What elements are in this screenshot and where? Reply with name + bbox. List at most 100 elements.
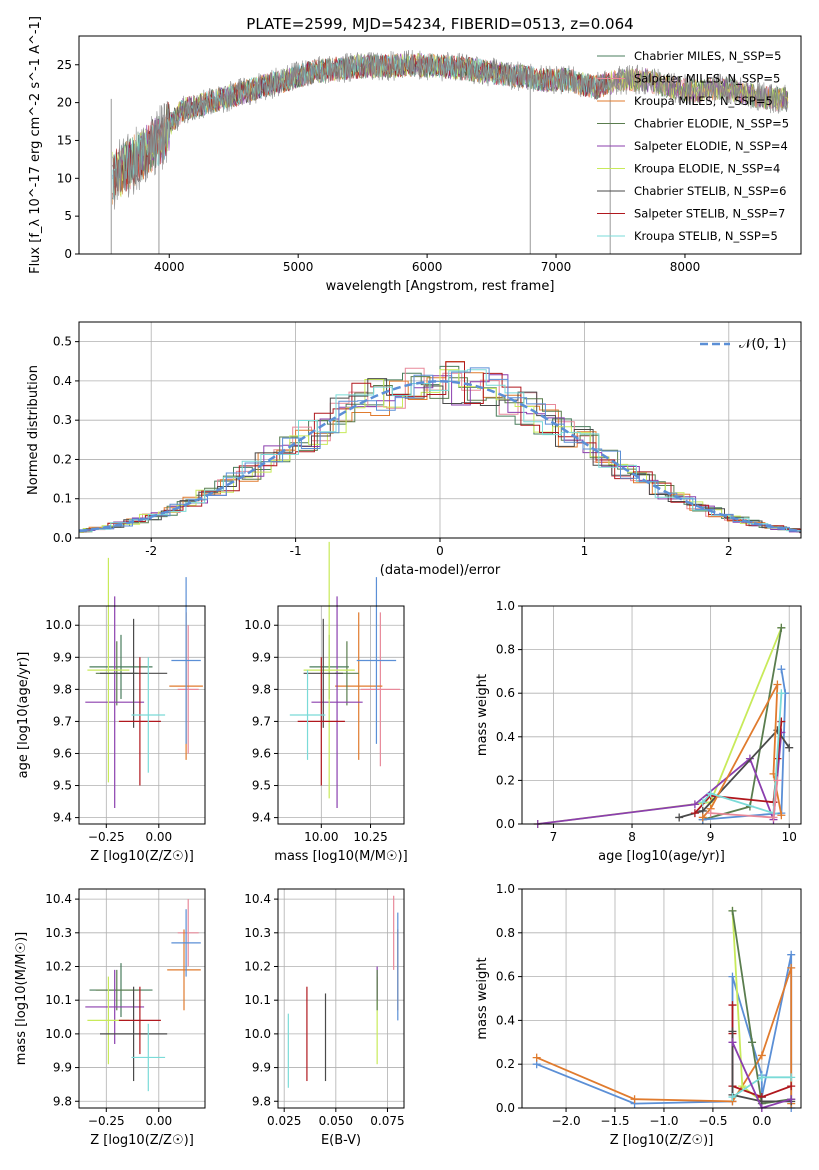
x-axis-label: Z [log10(Z/Z☉)] [90, 1133, 194, 1148]
legend-label: Salpeter STELIB, N_SSP=7 [634, 207, 785, 221]
weight-marker-chabrier_elodie [728, 906, 737, 915]
x-tick-label: 10 [782, 830, 797, 844]
weight-line-blue [702, 669, 787, 821]
y-tick-label: 0.4 [496, 1013, 515, 1027]
y-tick-label: 9.7 [53, 714, 72, 728]
weight-marker-kroupa_stelib [777, 689, 786, 698]
histogram-steps [79, 361, 801, 534]
spectrum-line-kroupa_stelib [112, 53, 611, 200]
chart-residuals: -2 -1 0 1 2 0.0 0.1 0.2 0.3 0.4 0.5 (data-model)/er… [26, 321, 802, 578]
y-tick-label: 0 [64, 247, 72, 261]
weight-marker-kroupa_stelib [787, 1073, 796, 1082]
x-tick-label: −0.5 [698, 1114, 727, 1128]
y-axis-label: Normed distribution [26, 365, 41, 495]
weight-marker-salpeter_elodie [690, 800, 699, 809]
x-tick-label: −0.25 [88, 1114, 125, 1128]
x-axis-label: (data-model)/error [380, 563, 501, 578]
weight-line-kroupa_stelib [702, 693, 783, 815]
y-tick-label: 1.0 [496, 882, 515, 896]
x-tick-label: 0.0 [752, 1114, 771, 1128]
y-tick-label: 9.8 [252, 1094, 271, 1108]
histogram-kroupa_stelib [79, 369, 801, 532]
x-tick-label: 1 [581, 544, 589, 558]
plot-frame [277, 605, 405, 825]
weight-line-chabrier_stelib [731, 1031, 792, 1103]
y-tick-label: 9.8 [252, 682, 271, 696]
y-tick-label: 0.2 [496, 1057, 515, 1071]
y-tick-label: 25 [57, 58, 72, 72]
y-tick-label: 10.1 [45, 993, 72, 1007]
x-tick-label: 8000 [670, 260, 701, 274]
y-tick-label: 10.4 [244, 892, 271, 906]
weight-marker-salpeter_miles [773, 776, 782, 785]
y-tick-label: 9.5 [252, 779, 271, 793]
y-tick-label: 9.6 [53, 746, 72, 760]
x-tick-label: -2 [145, 544, 157, 558]
chart-Z_vs_weight: −2.0 −1.5 −1.0 −0.5 0.0 0.0 0.2 0.4 0.6 0.8 1.0 Z [… [475, 882, 802, 1148]
x-tick-label: −0.25 [88, 830, 125, 844]
y-tick-label: 0.2 [496, 773, 515, 787]
weight-marker-kroupa_elodie [738, 1082, 747, 1091]
plot-frame [521, 888, 802, 1109]
plot-frame [78, 605, 206, 825]
legend-label: Salpeter ELODIE, N_SSP=4 [634, 139, 788, 153]
weight-marker-kroupa_stelib [698, 798, 707, 807]
weight-marker-kroupa_miles [698, 813, 707, 822]
y-tick-label: 9.9 [252, 1061, 271, 1075]
y-tick-label: 0.3 [53, 413, 72, 427]
legend-label: 𝒩(0, 1) [739, 337, 786, 352]
x-axis-label: age [log10(age/yr)] [598, 849, 725, 864]
y-tick-label: 9.9 [53, 650, 72, 664]
x-axis-label: mass [log10(M/M☉)] [274, 849, 407, 864]
y-tick-label: 10.4 [45, 892, 72, 906]
y-tick-label: 20 [57, 96, 72, 110]
weight-marker-chabrier_stelib [728, 1027, 737, 1036]
weight-marker-kroupa_stelib [728, 1093, 737, 1102]
weight-marker-salpeter_stelib [728, 1001, 737, 1010]
x-tick-label: −1.0 [649, 1114, 678, 1128]
y-tick-label: 0.6 [496, 686, 515, 700]
x-tick-label: 10.25 [353, 830, 387, 844]
x-tick-label: 2 [725, 544, 733, 558]
histogram-salpeter_stelib [79, 361, 801, 533]
x-tick-label: 10.00 [304, 830, 338, 844]
chart-mass_vs_age: 10.00 10.25 9.4 9.5 9.6 9.7 9.8 9.9 10.0 mass [lo… [244, 541, 408, 864]
y-tick-label: 9.8 [53, 682, 72, 696]
y-tick-label: 10.0 [45, 1027, 72, 1041]
weight-marker-chabrier_elodie [777, 623, 786, 632]
chart-age_vs_weight: 7 8 9 10 0.0 0.2 0.4 0.6 0.8 1.0 age [log10(age/yr… [475, 599, 802, 864]
legend-label: Kroupa STELIB, N_SSP=5 [634, 229, 778, 243]
weight-line-chabrier_stelib [678, 728, 790, 819]
y-tick-label: 0.5 [53, 335, 72, 349]
y-tick-label: 10.2 [244, 959, 271, 973]
x-tick-label: 9 [707, 830, 715, 844]
weight-marker-kroupa_miles [777, 811, 786, 820]
legend-label: Chabrier ELODIE, N_SSP=5 [634, 117, 789, 131]
plot-frame [277, 888, 405, 1109]
plot-frame [78, 35, 802, 255]
legend-label: Salpeter MILES, N_SSP=5 [634, 72, 780, 86]
x-tick-label: 0 [436, 544, 444, 558]
y-tick-label: 0.0 [496, 1101, 515, 1115]
weight-line-blue [536, 954, 793, 1108]
weight-marker-kroupa_miles [630, 1095, 639, 1104]
x-axis-label: Z [log10(Z/Z☉)] [90, 849, 194, 864]
x-axis-label: E(B-V) [321, 1133, 361, 1148]
y-tick-label: 15 [57, 133, 72, 147]
y-axis-label: age [log10(age/yr)] [16, 652, 31, 779]
x-tick-label: −1.5 [600, 1114, 629, 1128]
weight-line-kroupa_miles [536, 967, 793, 1104]
x-tick-label: 7000 [541, 260, 572, 274]
x-tick-label: 6000 [412, 260, 443, 274]
y-tick-label: 9.9 [53, 1061, 72, 1075]
y-tick-label: 10.0 [45, 618, 72, 632]
x-tick-label: 4000 [154, 260, 185, 274]
x-tick-label: 0.075 [370, 1114, 404, 1128]
y-tick-label: 9.5 [53, 779, 72, 793]
x-tick-label: 5000 [283, 260, 314, 274]
weight-marker-kroupa_miles [787, 963, 796, 972]
x-axis-label: wavelength [Angstrom, rest frame] [326, 279, 555, 294]
weight-marker-chabrier_elodie [748, 1038, 757, 1047]
chart-ebv_vs_mass: 0.025 0.050 0.075 9.8 9.9 10.0 10.1 10.2 10.3 10.… [244, 888, 405, 1148]
y-tick-label: 10 [57, 171, 72, 185]
